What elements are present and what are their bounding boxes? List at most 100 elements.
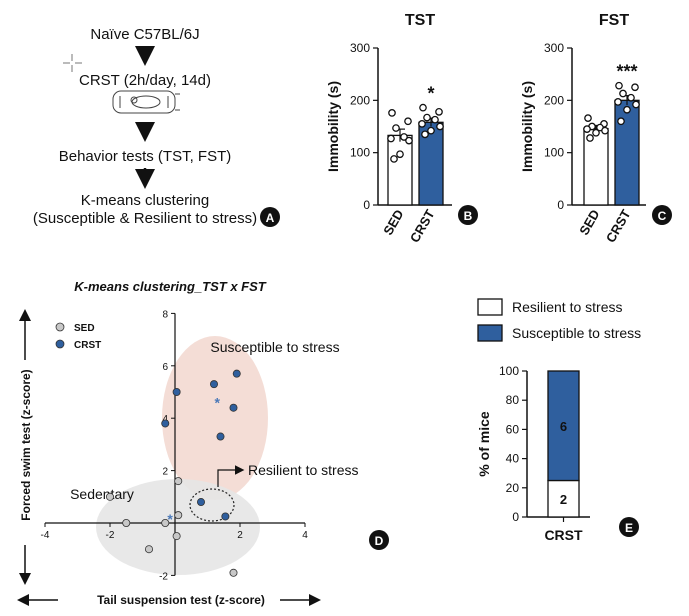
tst-y-tick-label: 0 xyxy=(363,198,370,212)
step-naive: Naïve C57BL/6J xyxy=(90,26,199,43)
kmeans-legend-marker-crst xyxy=(55,339,65,349)
tst-point xyxy=(421,130,429,139)
panel-a-flowchart: Naïve C57BL/6J CRST (2h/day, 14d) Behavi… xyxy=(33,26,280,227)
fst-point xyxy=(614,98,622,106)
kmeans-point-crst xyxy=(196,498,205,507)
tst-point xyxy=(436,122,444,131)
tst-bar-chart: TST B 0 100 200 300 Immobility (s) SED * CRST xyxy=(325,12,478,245)
panel-b-label-badge xyxy=(458,205,478,225)
fst-significance: *** xyxy=(616,62,637,82)
fst-point xyxy=(583,125,591,133)
step-crst: CRST (2h/day, 14d) xyxy=(79,72,211,89)
tst-point xyxy=(400,133,408,141)
kmeans-x-tick-label: 4 xyxy=(302,530,308,541)
kmeans-point-sed xyxy=(161,519,170,528)
tst-point xyxy=(404,117,412,126)
kmeans-point-crst xyxy=(229,403,238,412)
tst-point xyxy=(419,103,427,112)
proportion-y-tick-label: 20 xyxy=(506,481,520,495)
restrainer-tube-icon xyxy=(112,90,180,114)
kmeans-scatter-chart: K-means clustering_TST x FST Susceptible… xyxy=(17,279,389,607)
fst-point xyxy=(617,117,625,126)
kmeans-x-tick-label: -4 xyxy=(41,530,50,541)
kmeans-point-sed xyxy=(122,519,131,528)
tst-y-tick-label: 100 xyxy=(350,146,370,160)
tst-point xyxy=(427,126,435,135)
kmeans-x-axis-title: Tail suspension test (z-score) xyxy=(97,593,265,607)
legend-swatch-susceptible xyxy=(477,324,503,342)
fst-title: FST xyxy=(599,12,629,29)
kmeans-x-tick-label: 2 xyxy=(237,530,243,541)
tst-point xyxy=(423,113,431,122)
proportion-y-axis-title: % of mice xyxy=(476,411,492,477)
fst-point xyxy=(632,100,640,109)
tst-title: TST xyxy=(405,12,435,29)
proportion-category-label: CRST xyxy=(544,527,583,543)
sedentary-annotation: Sedentary xyxy=(70,486,134,502)
panel-e-label-badge xyxy=(619,517,639,537)
tst-y-tick-label: 200 xyxy=(350,93,370,107)
fst-point xyxy=(619,89,627,98)
proportion-y-tick-label: 0 xyxy=(512,510,519,524)
kmeans-point-crst xyxy=(221,512,230,521)
step-kmeans-groups: (Susceptible & Resilient to stress) xyxy=(33,210,257,227)
tst-point xyxy=(390,155,398,163)
proportion-segment-susceptible xyxy=(547,370,580,482)
kmeans-title: K-means clustering_TST x FST xyxy=(74,279,266,294)
kmeans-point-sed xyxy=(172,532,181,541)
resilient-cluster-ellipse xyxy=(189,488,235,522)
kmeans-point-sed xyxy=(229,568,238,577)
panel-c-label: C xyxy=(658,209,667,223)
fst-point xyxy=(584,114,592,122)
tst-y-tick-label: 300 xyxy=(350,41,370,55)
kmeans-legend-marker-sed xyxy=(55,322,65,332)
sedentary-cluster-ellipse xyxy=(96,479,260,575)
kmeans-point-sed xyxy=(144,545,153,554)
fst-point xyxy=(627,93,635,102)
proportion-y-tick-label: 60 xyxy=(506,422,520,436)
susceptible-cluster-ellipse xyxy=(162,336,268,500)
fst-category-crst: CRST xyxy=(603,207,634,245)
fst-bar-chart: FST C 0 100 200 300 Immobility (s) SED *** CRST xyxy=(519,12,672,245)
fst-category-sed: SED xyxy=(576,207,602,238)
proportion-y-tick-label: 80 xyxy=(506,393,520,407)
proportion-y-tick-label: 40 xyxy=(506,452,520,466)
proportion-count-resilient: 2 xyxy=(560,492,567,507)
fst-point xyxy=(623,105,631,114)
panel-a-label: A xyxy=(266,211,275,225)
kmeans-y-tick-label: 8 xyxy=(162,309,168,320)
tst-point xyxy=(396,150,404,159)
tst-point xyxy=(418,120,426,128)
proportion-y-tick-label: 100 xyxy=(499,364,519,378)
kmeans-point-crst xyxy=(172,387,181,396)
legend-swatch-resilient xyxy=(477,298,503,316)
crosshair-icon xyxy=(63,54,82,72)
kmeans-legend-label-sed: SED xyxy=(74,323,95,334)
kmeans-point-crst xyxy=(161,419,170,428)
kmeans-point-sed xyxy=(174,511,183,520)
panel-d-label-badge xyxy=(369,530,389,550)
panel-c-label-badge xyxy=(652,205,672,225)
kmeans-y-tick-label: 2 xyxy=(162,467,168,478)
tst-category-crst: CRST xyxy=(407,207,438,245)
fst-point xyxy=(586,134,594,142)
kmeans-centroid-marker: * xyxy=(215,394,221,410)
panel-b-label: B xyxy=(464,209,473,223)
kmeans-point-crst xyxy=(216,432,225,441)
kmeans-x-tick-label: -2 xyxy=(106,530,115,541)
tst-category-sed: SED xyxy=(380,207,406,238)
tst-point xyxy=(405,136,413,145)
tst-point xyxy=(387,134,395,143)
tst-y-axis-title: Immobility (s) xyxy=(325,81,341,172)
tst-point xyxy=(392,124,400,132)
fst-y-axis-title: Immobility (s) xyxy=(519,81,535,172)
fst-y-tick-label: 100 xyxy=(544,146,564,160)
fst-point xyxy=(601,126,609,135)
resilient-annotation: Resilient to stress xyxy=(248,462,358,478)
step-kmeans: K-means clustering xyxy=(81,192,209,209)
tst-point xyxy=(431,115,439,124)
kmeans-centroid-marker: * xyxy=(167,511,173,527)
kmeans-y-tick-label: 6 xyxy=(162,362,168,373)
susceptible-annotation: Susceptible to stress xyxy=(210,339,339,355)
